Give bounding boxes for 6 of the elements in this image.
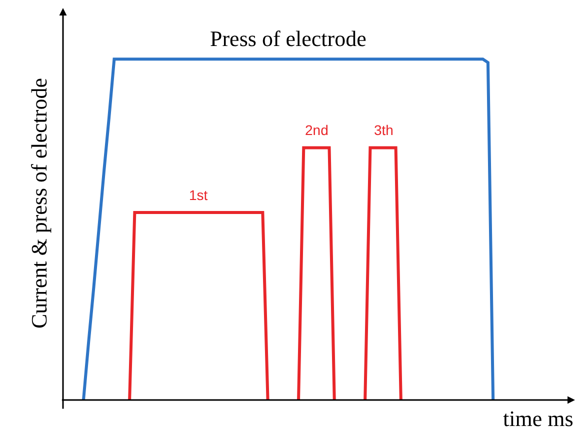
series-label: Press of electrode	[210, 26, 366, 51]
annotation: 1st	[189, 187, 208, 203]
y-axis-title: Current & press of electrode	[26, 78, 52, 328]
x-axis-title: time ms	[503, 406, 574, 431]
annotation: 3th	[374, 122, 394, 138]
annotation: 2nd	[305, 122, 328, 138]
